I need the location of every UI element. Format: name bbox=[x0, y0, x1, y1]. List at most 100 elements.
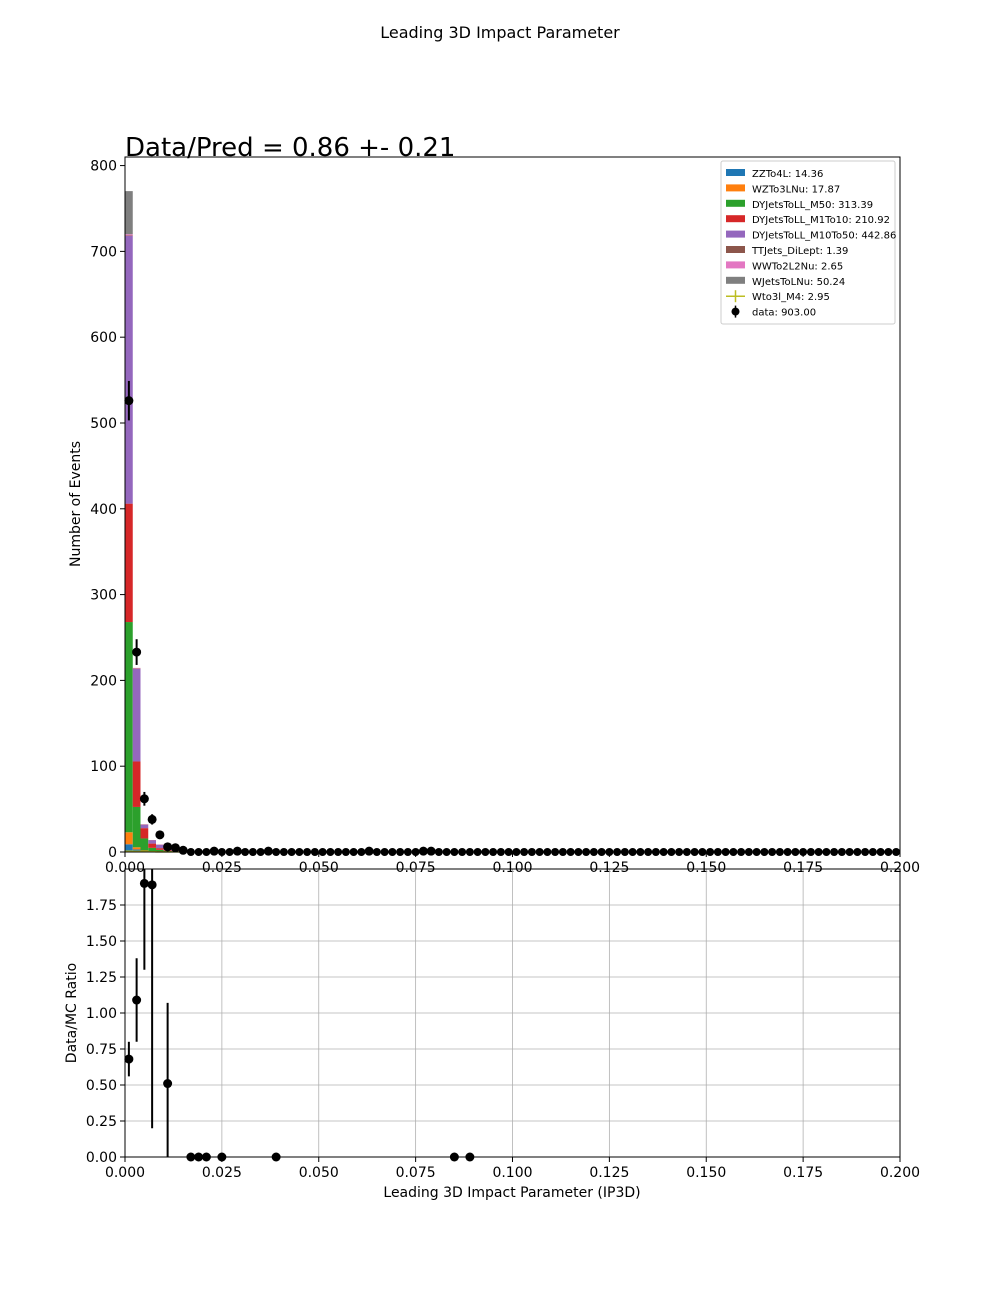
legend-swatch-5 bbox=[726, 246, 745, 253]
data-point-7 bbox=[178, 845, 188, 855]
ratio-axes: 0.00 0.25 0.50 0.75 1.00 1.25 1.50 1.75 0.000 0.0… bbox=[86, 868, 920, 1181]
top-ytick-label-7: 700 bbox=[90, 244, 117, 260]
stack-bar-4-2 bbox=[140, 824, 149, 829]
ratio-xtick-label-1: 0.025 bbox=[202, 1165, 242, 1181]
legend-label-1: WZTo3LNu: 17.87 bbox=[752, 184, 840, 195]
legend-swatch-7 bbox=[726, 276, 745, 284]
ratio-ytick-label-1: 0.25 bbox=[86, 1114, 117, 1130]
ratio-ytick-label-4: 1.00 bbox=[86, 1006, 117, 1022]
ratio-xtick-label-3: 0.075 bbox=[396, 1165, 436, 1181]
legend-swatch-6 bbox=[726, 261, 745, 269]
data-point-0 bbox=[124, 396, 134, 406]
top-ytick-label-1: 100 bbox=[90, 759, 117, 775]
ratio-y-axis-label: Data/MC Ratio bbox=[64, 963, 80, 1063]
legend-frame bbox=[720, 160, 896, 325]
stack-bar-0-0 bbox=[125, 844, 133, 852]
data-point-5 bbox=[163, 842, 173, 852]
top-ytick-label-2: 200 bbox=[90, 673, 117, 689]
ratio-ytick-label-5: 1.25 bbox=[86, 970, 117, 986]
data-point-11 bbox=[364, 846, 374, 856]
legend-swatch-4 bbox=[726, 230, 745, 238]
stack-bar-4-0 bbox=[125, 235, 133, 504]
top-ytick-label-3: 300 bbox=[90, 588, 117, 604]
data-point-8 bbox=[209, 846, 219, 856]
stack-bar-2-3 bbox=[148, 847, 156, 852]
stack-bar-4-4 bbox=[156, 844, 164, 849]
top-y-axis-label: Number of Events bbox=[68, 441, 84, 567]
figure-suptitle: Leading 3D Impact Parameter bbox=[380, 23, 620, 42]
ratio-xtick-label-2: 0.050 bbox=[299, 1165, 339, 1181]
stack-bar-3-1 bbox=[132, 761, 141, 807]
ratio-x-axis-label: Leading 3D Impact Parameter (IP3D) bbox=[383, 1185, 640, 1201]
ratio-ytick-label-3: 0.75 bbox=[86, 1042, 117, 1058]
ratio-xtick-label-8: 0.200 bbox=[880, 1165, 920, 1181]
data-point-6 bbox=[170, 843, 180, 853]
legend-swatch-2 bbox=[726, 199, 745, 207]
top-xtick-label-6: 0.150 bbox=[686, 860, 726, 876]
stack-bar-4-3 bbox=[148, 840, 156, 844]
stack-bar-4-1 bbox=[132, 668, 141, 762]
legend-swatch-0 bbox=[726, 169, 745, 176]
legend-label-4: DYJetsToLL_M10To50: 442.86 bbox=[752, 231, 896, 242]
ratio-ytick-label-6: 1.50 bbox=[86, 934, 117, 950]
data-point-2 bbox=[139, 794, 149, 804]
legend-label-5: TTJets_DiLept: 1.39 bbox=[751, 246, 848, 257]
top-ytick-label-0: 0 bbox=[108, 845, 117, 861]
ratio-xtick-label-6: 0.150 bbox=[686, 1165, 726, 1181]
stack-bar-5-0 bbox=[125, 235, 133, 236]
stack-bar-6-1 bbox=[132, 667, 141, 669]
ratio-ytick-label-7: 1.75 bbox=[86, 898, 117, 914]
ratio-point-1 bbox=[132, 995, 142, 1005]
ratio-point-2 bbox=[139, 878, 149, 888]
top-xtick-label-3: 0.075 bbox=[396, 860, 436, 876]
top-ytick-label-8: 800 bbox=[90, 159, 117, 175]
legend-swatch-1 bbox=[726, 184, 745, 192]
top-ytick-label-6: 600 bbox=[90, 330, 117, 346]
ratio-point-0 bbox=[124, 1054, 134, 1064]
stack-bar-3-2 bbox=[140, 828, 149, 839]
data-point-10 bbox=[263, 846, 273, 856]
data-point-1 bbox=[132, 647, 142, 657]
top-ytick-label-5: 500 bbox=[90, 416, 117, 432]
ratio-point-3 bbox=[147, 880, 157, 890]
ratio-ytick-label-0: 0.00 bbox=[86, 1150, 117, 1166]
ratio-panel: 0.00 0.25 0.50 0.75 1.00 1.25 1.50 1.75 0.000 0.0… bbox=[64, 868, 920, 1201]
top-xtick-label-2: 0.050 bbox=[299, 860, 339, 876]
top-xtick-label-7: 0.175 bbox=[783, 860, 823, 876]
stack-bar-1-2 bbox=[140, 850, 149, 852]
stack-bar-3-4 bbox=[156, 848, 164, 850]
data-point-4 bbox=[155, 830, 165, 840]
data-pred-ratio-title: Data/Pred = 0.86 +- 0.21 bbox=[125, 133, 455, 163]
legend-label-0: ZZTo4L: 14.36 bbox=[752, 169, 823, 180]
stack-bar-3-0 bbox=[125, 503, 133, 623]
ratio-xtick-label-4: 0.100 bbox=[492, 1165, 532, 1181]
stack-bar-1-0 bbox=[125, 832, 133, 845]
ratio-xtick-label-5: 0.125 bbox=[589, 1165, 629, 1181]
stack-bar-2-4 bbox=[156, 849, 164, 852]
ratio-ytick-label-2: 0.50 bbox=[86, 1078, 117, 1094]
stack-bar-2-1 bbox=[132, 806, 141, 848]
data-point-13 bbox=[426, 846, 436, 856]
stack-bar-7-0 bbox=[125, 191, 133, 235]
data-point-12 bbox=[418, 846, 428, 856]
ratio-grid bbox=[125, 869, 900, 1157]
top-ytick-label-4: 400 bbox=[90, 502, 117, 518]
ratio-plot-area bbox=[124, 869, 475, 1162]
top-xtick-label-1: 0.025 bbox=[202, 860, 242, 876]
legend-swatch-3 bbox=[726, 215, 745, 223]
legend-data-marker bbox=[731, 307, 740, 316]
top-xtick-label-5: 0.125 bbox=[589, 860, 629, 876]
legend-label-3: DYJetsToLL_M1To10: 210.92 bbox=[752, 215, 890, 226]
stack-bar-3-3 bbox=[148, 843, 156, 848]
stack-bar-1-1 bbox=[132, 847, 141, 850]
legend-label-8: Wto3l_M4: 2.95 bbox=[752, 292, 830, 303]
histogram-axes: 0 100 200 300 400 500 600 700 800 0.000 0.025 0.050… bbox=[90, 156, 920, 876]
data-point-3 bbox=[147, 814, 157, 824]
ratio-point-4 bbox=[163, 1079, 173, 1089]
top-xtick-label-8: 0.200 bbox=[880, 860, 920, 876]
legend-label-6: WWTo2L2Nu: 2.65 bbox=[752, 261, 843, 272]
legend: ZZTo4L: 14.36 WZTo3LNu: 17.87 DYJetsToLL_M… bbox=[720, 160, 896, 325]
ratio-xtick-label-7: 0.175 bbox=[783, 1165, 823, 1181]
top-xtick-label-0: 0.000 bbox=[105, 860, 145, 876]
